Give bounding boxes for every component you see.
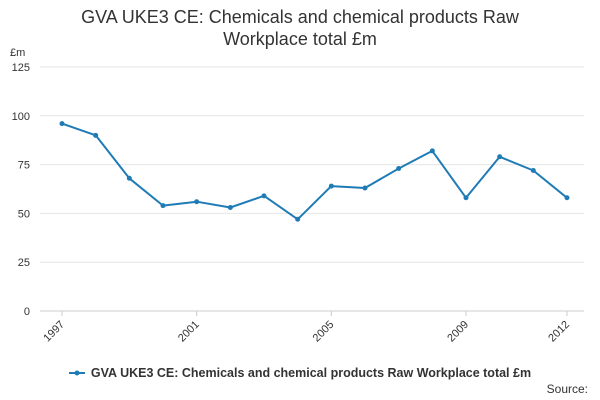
data-point-1997[interactable] xyxy=(59,121,65,127)
x-tick-label-2001: 2001 xyxy=(176,319,202,345)
y-tick-label-25: 25 xyxy=(18,257,30,269)
chart-title-line-2: Workplace total £m xyxy=(223,29,377,49)
data-point-2000[interactable] xyxy=(160,203,166,209)
data-point-1999[interactable] xyxy=(126,175,132,181)
y-tick-label-75: 75 xyxy=(18,160,30,172)
y-tick-label-50: 50 xyxy=(18,208,30,220)
series-line-0 xyxy=(61,122,568,221)
x-axis-ticks: 1997 2001 2005 2009 2012 xyxy=(41,311,572,344)
source-label: Source: xyxy=(546,382,588,396)
data-point-2002[interactable] xyxy=(227,205,233,211)
data-point-2003[interactable] xyxy=(261,193,267,199)
series-group xyxy=(59,121,570,222)
gridlines xyxy=(40,66,584,263)
data-point-2007[interactable] xyxy=(396,166,402,172)
data-point-2011[interactable] xyxy=(530,167,536,173)
y-axis-ticks: 0 25 50 75 100 125 xyxy=(12,62,30,318)
x-tick-label-2012: 2012 xyxy=(546,319,572,345)
data-point-2005[interactable] xyxy=(328,183,334,189)
data-point-2008[interactable] xyxy=(429,148,435,154)
chart-title-line-1: GVA UKE3 CE: Chemicals and chemical prod… xyxy=(81,7,519,27)
data-point-2004[interactable] xyxy=(295,216,301,222)
x-tick-label-2009: 2009 xyxy=(445,319,471,345)
y-axis-label: £m xyxy=(10,47,25,59)
data-point-2009[interactable] xyxy=(463,195,469,201)
y-tick-label-0: 0 xyxy=(24,306,30,318)
chart-title: GVA UKE3 CE: Chemicals and chemical prod… xyxy=(0,6,600,50)
data-point-2010[interactable] xyxy=(497,154,503,160)
data-point-1998[interactable] xyxy=(93,132,99,138)
x-tick-label-1997: 1997 xyxy=(41,319,67,345)
legend[interactable]: GVA UKE3 CE: Chemicals and chemical prod… xyxy=(0,366,600,380)
data-point-2006[interactable] xyxy=(362,185,368,191)
y-tick-label-125: 125 xyxy=(12,62,30,74)
legend-label: GVA UKE3 CE: Chemicals and chemical prod… xyxy=(90,366,532,380)
legend-swatch xyxy=(68,370,85,376)
data-point-2001[interactable] xyxy=(194,199,200,205)
y-tick-label-100: 100 xyxy=(12,111,30,123)
data-point-2012[interactable] xyxy=(564,195,570,201)
x-tick-label-2005: 2005 xyxy=(311,319,337,345)
